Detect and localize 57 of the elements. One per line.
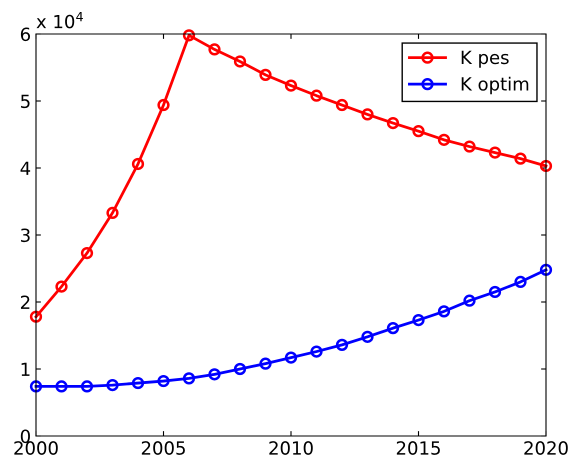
point <box>132 376 144 390</box>
x-tick-label: 2000 <box>14 441 58 455</box>
point <box>157 374 170 388</box>
point <box>310 90 323 102</box>
point <box>336 98 348 112</box>
point <box>438 305 450 318</box>
y-tick-label: 0 <box>20 429 30 444</box>
point <box>55 380 68 393</box>
point <box>208 368 221 380</box>
point <box>463 140 476 153</box>
point <box>488 286 502 298</box>
point <box>234 362 246 376</box>
point <box>386 322 400 334</box>
point <box>157 98 170 112</box>
point <box>284 352 298 364</box>
point <box>106 378 119 392</box>
point <box>540 264 552 276</box>
point <box>30 310 42 323</box>
point <box>259 358 272 370</box>
y-tick-label: 4 <box>20 162 30 175</box>
x-tick-label: 2010 <box>269 441 313 455</box>
point <box>514 152 527 165</box>
y-tick-label: 6 <box>20 27 30 42</box>
point <box>55 280 68 293</box>
point <box>80 380 94 393</box>
point <box>514 276 527 288</box>
point <box>412 314 425 326</box>
point <box>182 29 196 42</box>
point <box>30 380 42 393</box>
point <box>310 345 323 358</box>
y-tick-label: 1 <box>22 362 30 376</box>
y-tick-label: 2 <box>20 295 30 309</box>
point <box>284 79 298 92</box>
x-tick-label: 2015 <box>396 441 440 455</box>
point <box>208 43 221 56</box>
point <box>336 338 348 351</box>
point <box>132 158 144 170</box>
y-tick-label: 3 <box>21 228 30 242</box>
point <box>386 117 400 130</box>
point <box>361 108 374 121</box>
point <box>80 246 94 260</box>
text: x 10$^{4}$ <box>36 12 83 28</box>
point <box>182 372 196 384</box>
point <box>488 146 502 159</box>
point <box>540 160 552 172</box>
x-tick-label: 2005 <box>142 441 185 455</box>
legend-label: K pes <box>462 50 509 68</box>
y-tick-label: 5 <box>21 94 30 108</box>
legend-label: K optim <box>462 76 528 94</box>
point <box>412 125 425 138</box>
point <box>463 294 476 307</box>
x-tick-label: 2020 <box>524 441 568 455</box>
point <box>259 68 272 81</box>
point <box>438 134 450 146</box>
point <box>106 206 119 219</box>
point <box>234 55 246 68</box>
point <box>361 330 374 343</box>
